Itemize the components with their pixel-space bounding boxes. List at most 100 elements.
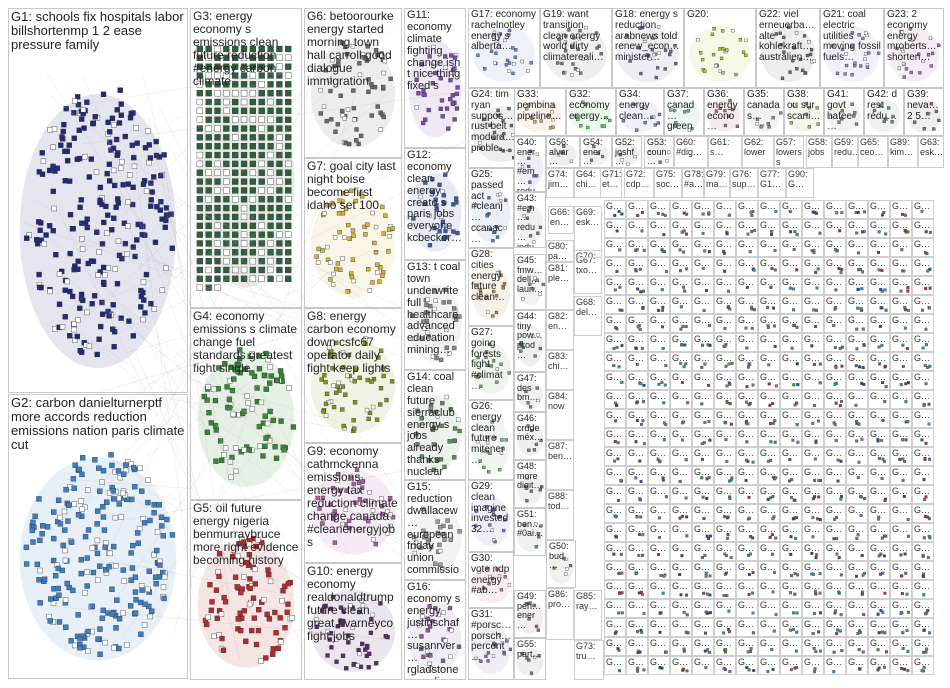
graph-node xyxy=(792,103,796,107)
graph-node xyxy=(223,151,230,159)
cluster-small: G… xyxy=(824,504,846,523)
graph-node xyxy=(934,109,938,114)
graph-node xyxy=(525,476,530,480)
cluster-label: G… xyxy=(716,543,733,553)
graph-node xyxy=(267,134,274,141)
graph-node xyxy=(496,515,501,519)
graph-node xyxy=(214,151,221,159)
graph-node xyxy=(249,151,257,159)
cluster-nodes xyxy=(760,25,816,83)
graph-node xyxy=(147,613,153,620)
cluster-label: G… xyxy=(804,372,821,382)
graph-node xyxy=(162,224,168,230)
graph-node xyxy=(906,518,910,522)
cluster-nodes xyxy=(814,325,818,329)
graph-node xyxy=(924,327,928,331)
graph-node xyxy=(618,285,622,289)
graph-node xyxy=(112,182,118,189)
graph-node xyxy=(205,614,211,621)
graph-node xyxy=(381,70,386,76)
graph-node xyxy=(75,512,82,518)
cluster-label: G… xyxy=(914,581,931,591)
graph-node xyxy=(84,583,90,589)
graph-node xyxy=(55,497,62,503)
graph-node xyxy=(379,496,384,501)
graph-node xyxy=(256,353,262,359)
graph-node xyxy=(927,422,931,426)
graph-node xyxy=(890,120,894,124)
graph-node xyxy=(215,569,221,575)
graph-node xyxy=(341,618,346,624)
cluster-nodes xyxy=(751,267,756,272)
graph-node xyxy=(922,536,926,540)
graph-node xyxy=(705,611,709,615)
graph-node xyxy=(249,45,257,53)
cluster-small: G… xyxy=(692,333,714,352)
graph-node xyxy=(51,586,57,592)
graph-node xyxy=(323,413,329,418)
cluster-small: G… xyxy=(758,257,780,276)
cluster-label: G… xyxy=(716,600,733,610)
graph-node xyxy=(812,59,816,63)
graph-node xyxy=(774,613,778,617)
graph-node xyxy=(884,232,888,236)
cluster-small: G… xyxy=(780,390,802,409)
graph-node xyxy=(704,631,707,635)
graph-node xyxy=(901,631,905,635)
cluster-small: G… xyxy=(802,580,824,599)
cluster-halo xyxy=(408,173,462,252)
cluster-label: G… xyxy=(848,657,865,667)
graph-node xyxy=(443,235,448,240)
graph-node xyxy=(617,498,621,502)
graph-node xyxy=(262,443,268,449)
graph-node xyxy=(432,225,437,231)
graph-node xyxy=(704,571,708,575)
cluster-small: G… xyxy=(846,485,868,504)
cluster-nodes xyxy=(881,418,885,422)
graph-node xyxy=(498,192,502,196)
cluster-g13: G13: t coal town underwrite full healthc… xyxy=(404,260,466,370)
cluster-small: G… xyxy=(912,485,934,504)
graph-node xyxy=(349,476,354,481)
graph-node xyxy=(492,289,496,294)
graph-node xyxy=(99,311,106,317)
graph-node xyxy=(71,135,77,141)
cluster-small: G… xyxy=(846,390,868,409)
cluster-label: G… xyxy=(694,410,711,420)
graph-node xyxy=(684,325,688,329)
graph-node xyxy=(789,121,793,125)
graph-node xyxy=(232,134,239,141)
cluster-label: G… xyxy=(672,201,689,211)
cluster-nodes xyxy=(766,495,775,501)
cluster-nodes xyxy=(789,666,798,672)
cluster-nodes xyxy=(746,516,751,521)
graph-node xyxy=(747,516,751,520)
cluster-label: G… xyxy=(650,581,667,591)
cluster-small: G… xyxy=(868,637,890,656)
cluster-small: G… xyxy=(846,561,868,580)
cluster-label: G… xyxy=(892,619,909,629)
cluster-g76: G76: sup… xyxy=(730,168,758,198)
graph-node xyxy=(726,532,730,536)
graph-node xyxy=(77,645,83,651)
graph-node xyxy=(36,577,42,583)
graph-node xyxy=(569,159,574,163)
cluster-halo xyxy=(310,470,396,555)
cluster-nodes xyxy=(924,382,928,386)
graph-node xyxy=(418,545,423,550)
graph-node xyxy=(641,105,646,109)
graph-node xyxy=(922,478,926,482)
graph-node xyxy=(526,401,530,405)
graph-node xyxy=(832,650,836,654)
cluster-nodes xyxy=(770,229,774,236)
graph-node xyxy=(213,458,219,464)
graph-node xyxy=(161,152,167,158)
cluster-label: G… xyxy=(672,657,689,667)
cluster-nodes xyxy=(726,532,730,540)
cluster-small: G… xyxy=(736,371,758,390)
graph-node xyxy=(101,527,108,533)
graph-node xyxy=(117,165,124,171)
graph-node xyxy=(356,480,362,485)
cluster-nodes xyxy=(619,478,624,483)
graph-node xyxy=(536,628,540,632)
